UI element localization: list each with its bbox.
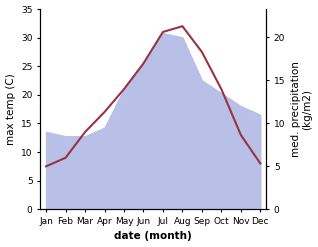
Y-axis label: med. precipitation
(kg/m2): med. precipitation (kg/m2) <box>291 61 313 157</box>
Y-axis label: max temp (C): max temp (C) <box>5 73 16 145</box>
X-axis label: date (month): date (month) <box>114 231 192 242</box>
